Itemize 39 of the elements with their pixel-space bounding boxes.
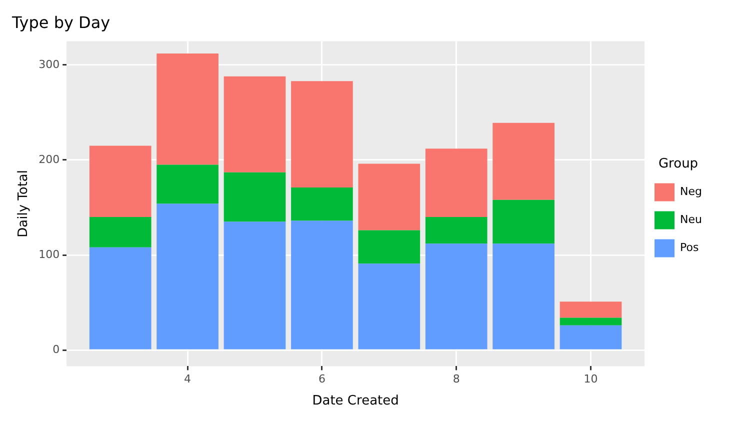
bar bbox=[492, 122, 554, 200]
chart-title: Type by Day bbox=[11, 12, 110, 32]
bar bbox=[425, 148, 488, 218]
bar bbox=[224, 222, 286, 350]
y-tick-label: 200 bbox=[38, 152, 60, 166]
x-tick-label: 4 bbox=[184, 372, 192, 386]
y-tick-label: 300 bbox=[38, 58, 60, 71]
bar bbox=[156, 204, 218, 350]
bar bbox=[358, 230, 420, 264]
y-tick-label: 0 bbox=[52, 342, 60, 356]
y-axis-title: Daily Total bbox=[16, 170, 32, 238]
x-tick-label: 8 bbox=[452, 372, 460, 386]
bar bbox=[492, 244, 554, 350]
bar bbox=[224, 76, 286, 172]
bar bbox=[560, 318, 622, 326]
y-tick-label: 100 bbox=[38, 248, 60, 261]
legend-label: Pos bbox=[680, 241, 699, 254]
bar bbox=[291, 188, 353, 221]
bar bbox=[224, 172, 286, 222]
legend-label: Neu bbox=[680, 213, 702, 226]
bar bbox=[291, 220, 353, 350]
legend-label: Neg bbox=[680, 185, 702, 198]
bar bbox=[358, 164, 420, 230]
bar bbox=[156, 164, 218, 204]
bar bbox=[89, 217, 152, 248]
bar bbox=[291, 81, 353, 188]
bar bbox=[89, 247, 152, 350]
x-tick-label: 10 bbox=[584, 372, 598, 386]
bar bbox=[560, 302, 622, 318]
x-tick-label: 6 bbox=[318, 372, 326, 386]
x-axis-title: Date Created bbox=[312, 394, 399, 409]
bar bbox=[492, 200, 554, 244]
bar bbox=[156, 54, 218, 165]
bar bbox=[425, 244, 488, 350]
bar bbox=[89, 146, 152, 218]
bar bbox=[358, 264, 420, 350]
bar bbox=[560, 325, 622, 350]
bar bbox=[425, 217, 488, 244]
legend-title: Group bbox=[658, 156, 698, 172]
